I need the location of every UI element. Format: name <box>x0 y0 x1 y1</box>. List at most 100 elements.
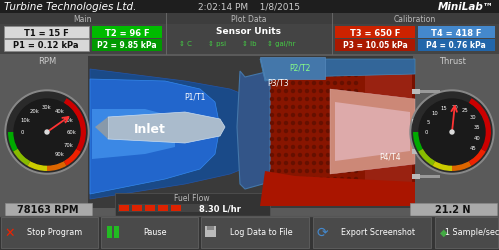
Text: P3 = 10.05 kPa: P3 = 10.05 kPa <box>343 41 407 50</box>
FancyBboxPatch shape <box>201 217 309 248</box>
Circle shape <box>354 186 357 189</box>
Circle shape <box>333 114 336 117</box>
Circle shape <box>333 162 336 165</box>
FancyBboxPatch shape <box>335 40 415 52</box>
Text: Log Data to File: Log Data to File <box>230 228 292 236</box>
Circle shape <box>319 90 322 93</box>
Circle shape <box>326 98 329 101</box>
Circle shape <box>347 82 350 85</box>
Circle shape <box>312 138 315 141</box>
Circle shape <box>277 90 280 93</box>
FancyBboxPatch shape <box>418 40 495 52</box>
FancyBboxPatch shape <box>158 205 168 211</box>
Circle shape <box>312 106 315 109</box>
Circle shape <box>326 106 329 109</box>
Circle shape <box>326 114 329 117</box>
Circle shape <box>277 82 280 85</box>
Circle shape <box>312 90 315 93</box>
Circle shape <box>284 122 287 125</box>
Wedge shape <box>452 161 472 171</box>
Text: 5: 5 <box>427 120 430 124</box>
Circle shape <box>340 178 343 181</box>
Circle shape <box>354 178 357 181</box>
Circle shape <box>270 194 273 197</box>
Circle shape <box>305 138 308 141</box>
Text: 10k: 10k <box>20 118 30 122</box>
FancyBboxPatch shape <box>4 27 89 39</box>
Circle shape <box>284 170 287 173</box>
Circle shape <box>333 90 336 93</box>
Circle shape <box>347 130 350 133</box>
Circle shape <box>270 130 273 133</box>
Circle shape <box>347 74 350 77</box>
Circle shape <box>270 138 273 141</box>
Circle shape <box>326 90 329 93</box>
Circle shape <box>347 146 350 149</box>
Text: ◆: ◆ <box>440 227 448 237</box>
Polygon shape <box>260 60 415 82</box>
Circle shape <box>298 130 301 133</box>
Circle shape <box>354 66 357 69</box>
FancyBboxPatch shape <box>92 27 162 39</box>
Circle shape <box>333 194 336 197</box>
Circle shape <box>291 82 294 85</box>
FancyBboxPatch shape <box>205 226 216 237</box>
Circle shape <box>347 170 350 173</box>
Circle shape <box>284 82 287 85</box>
Circle shape <box>340 146 343 149</box>
Wedge shape <box>469 99 491 152</box>
Circle shape <box>354 170 357 173</box>
Circle shape <box>347 106 350 109</box>
Circle shape <box>298 74 301 77</box>
Wedge shape <box>27 161 47 171</box>
Circle shape <box>450 130 454 134</box>
Circle shape <box>270 114 273 117</box>
Circle shape <box>284 146 287 149</box>
Circle shape <box>312 74 315 77</box>
Wedge shape <box>8 132 18 152</box>
Text: Turbine Technologies Ltd.: Turbine Technologies Ltd. <box>4 2 136 12</box>
Circle shape <box>326 82 329 85</box>
Text: 70k: 70k <box>64 142 73 148</box>
Circle shape <box>270 66 273 69</box>
Circle shape <box>298 114 301 117</box>
FancyBboxPatch shape <box>412 174 420 179</box>
Circle shape <box>312 82 315 85</box>
Circle shape <box>347 178 350 181</box>
Text: 50k: 50k <box>64 118 73 122</box>
Circle shape <box>291 122 294 125</box>
Circle shape <box>305 178 308 181</box>
Circle shape <box>298 82 301 85</box>
Text: 35: 35 <box>474 124 481 130</box>
Circle shape <box>298 106 301 109</box>
Circle shape <box>319 194 322 197</box>
Circle shape <box>333 122 336 125</box>
Wedge shape <box>418 149 436 166</box>
Circle shape <box>347 90 350 93</box>
Circle shape <box>340 90 343 93</box>
Polygon shape <box>90 80 220 194</box>
Circle shape <box>298 90 301 93</box>
Circle shape <box>305 170 308 173</box>
Circle shape <box>305 122 308 125</box>
Circle shape <box>333 82 336 85</box>
Circle shape <box>305 98 308 101</box>
Text: 20: 20 <box>451 104 458 109</box>
FancyBboxPatch shape <box>420 91 440 94</box>
Circle shape <box>354 146 357 149</box>
Circle shape <box>354 90 357 93</box>
Circle shape <box>319 186 322 189</box>
Wedge shape <box>413 132 424 152</box>
Circle shape <box>347 154 350 157</box>
Text: P2/T2: P2/T2 <box>289 63 311 72</box>
Circle shape <box>270 178 273 181</box>
Text: P4/T4: P4/T4 <box>379 152 401 161</box>
Circle shape <box>305 66 308 69</box>
Circle shape <box>319 98 322 101</box>
Circle shape <box>270 106 273 109</box>
Wedge shape <box>13 149 30 166</box>
Circle shape <box>298 162 301 165</box>
Circle shape <box>354 130 357 133</box>
Circle shape <box>340 186 343 189</box>
Circle shape <box>347 98 350 101</box>
